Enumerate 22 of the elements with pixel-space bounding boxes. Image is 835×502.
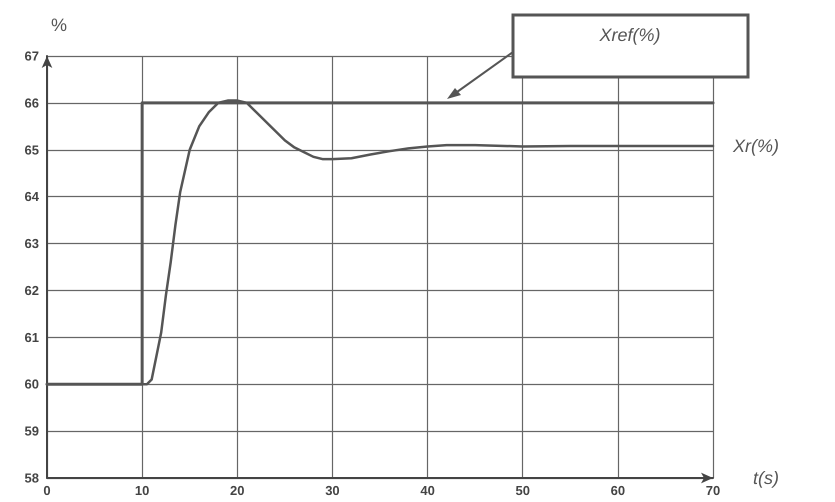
y-axis-title: % (51, 15, 68, 35)
x-tick-label: 50 (515, 483, 530, 498)
y-tick-label: 60 (24, 376, 39, 392)
x-tick-label: 40 (420, 483, 435, 498)
y-tick-label: 66 (24, 95, 39, 110)
series-label: Xr(%) (732, 136, 779, 156)
y-tick-label: 65 (24, 142, 39, 158)
y-tick-label: 67 (24, 48, 39, 64)
x-tick-label: 60 (610, 483, 626, 498)
text: Xref(%) (598, 25, 661, 45)
y-tick-label: 62 (24, 282, 39, 298)
y-tick-label: 58 (24, 470, 39, 486)
x-axis-title: t(s) (753, 468, 779, 488)
y-tick-label: 61 (24, 330, 39, 345)
y-tick-label: 63 (24, 236, 39, 252)
x-tick-label: 0 (43, 483, 51, 498)
x-tick-label: 70 (706, 483, 720, 498)
x-tick-label: 30 (325, 483, 340, 498)
y-tick-label: 59 (24, 424, 39, 439)
x-tick-label: 20 (230, 483, 245, 498)
x-tick-label: 10 (134, 483, 150, 498)
y-tick-label: 64 (24, 189, 40, 204)
